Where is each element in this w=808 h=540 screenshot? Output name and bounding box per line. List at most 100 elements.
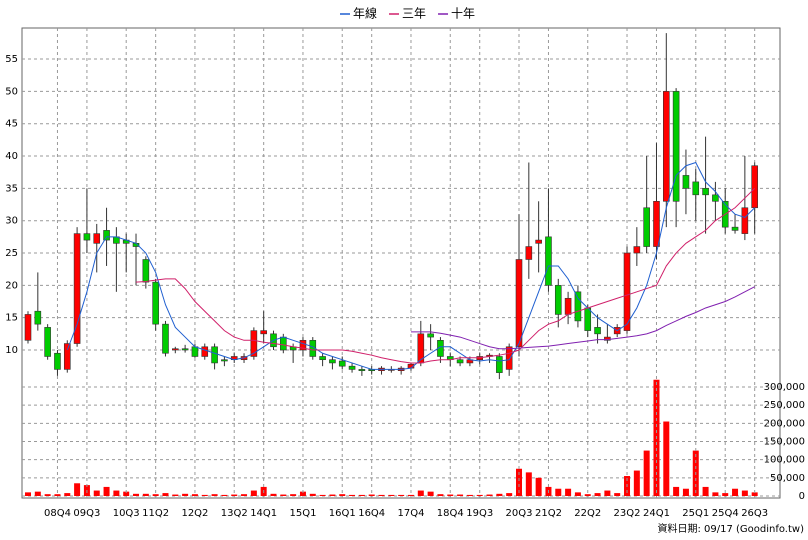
candle-body <box>142 259 150 283</box>
volume-bar <box>407 494 414 496</box>
volume-bar <box>673 486 680 496</box>
volume-bar <box>319 494 326 496</box>
candle-body <box>545 236 552 286</box>
candle-body <box>201 346 209 357</box>
candle-body <box>152 281 159 325</box>
candle-body <box>358 369 366 372</box>
volume-bar <box>54 494 61 496</box>
candle-body <box>574 291 582 322</box>
candle-body <box>299 340 307 351</box>
volume-bar <box>270 493 277 496</box>
candle-body <box>692 181 700 196</box>
volume-bar <box>349 494 356 496</box>
legend-label: 年線 <box>353 6 377 21</box>
volume-bar <box>574 492 581 496</box>
candle-body <box>348 365 356 370</box>
volume-bar <box>643 450 650 496</box>
volume-bar <box>329 494 336 496</box>
ma-line <box>66 161 756 370</box>
candle-body <box>63 343 71 370</box>
volume-bar <box>172 494 179 496</box>
x-tick-label: 14Q1 <box>250 508 277 519</box>
y2-tick-label: 250,000 <box>764 400 805 411</box>
volume-bar <box>241 494 248 496</box>
candle-body <box>181 348 189 351</box>
y-tick-label: 10 <box>5 345 18 356</box>
y-tick-label: 30 <box>5 216 18 227</box>
x-tick-label: 20Q3 <box>506 508 533 519</box>
candle-body <box>319 356 326 361</box>
volume-bar <box>339 494 346 496</box>
volume-bar <box>103 486 110 496</box>
candle-body <box>741 207 749 234</box>
volume-bar <box>712 492 719 496</box>
volume-bar <box>221 494 228 496</box>
volume-bar <box>506 493 513 496</box>
x-tick-label: 23Q2 <box>614 508 641 519</box>
y2-tick-label: 100,000 <box>764 455 805 466</box>
volume-bar <box>133 493 140 496</box>
volume-bar <box>162 493 169 496</box>
candle-body <box>554 285 562 315</box>
volume-bar <box>398 494 405 496</box>
candle-body <box>702 188 709 196</box>
y-tick-label: 55 <box>5 54 18 65</box>
candle-body <box>623 252 631 331</box>
volume-bar <box>142 493 149 496</box>
volume-bar <box>437 494 444 496</box>
candle-body <box>525 246 533 260</box>
candle-body <box>643 207 650 247</box>
candle-body <box>73 233 81 344</box>
y-tick-label: 40 <box>5 151 18 162</box>
volume-bar <box>191 494 198 496</box>
volume-bar <box>280 494 287 496</box>
candle-body <box>682 175 690 189</box>
volume-bar <box>44 494 51 496</box>
volume-bar <box>535 477 542 496</box>
x-tick-label: 24Q1 <box>643 508 670 519</box>
volume-bar <box>447 494 454 496</box>
y-tick-label: 15 <box>5 313 18 324</box>
volume-bar <box>614 493 621 496</box>
volume-bar <box>25 492 31 496</box>
candle-body <box>103 230 110 241</box>
candle-body <box>172 348 179 351</box>
y-tick-label: 35 <box>5 183 18 194</box>
candle-body <box>535 239 542 244</box>
candle-body <box>260 330 267 335</box>
x-tick-label: 15Q1 <box>289 508 316 519</box>
volume-bar <box>496 493 503 496</box>
x-tick-label: 25Q4 <box>712 508 739 519</box>
volume-bar <box>368 494 375 496</box>
candle-body <box>44 327 51 357</box>
candle-body <box>604 336 611 341</box>
volume-bar <box>516 468 522 496</box>
volume-bar <box>113 490 120 496</box>
volume-bar <box>299 491 306 496</box>
volume-bar <box>231 494 238 496</box>
candle-body <box>329 359 336 364</box>
legend-label: 十年 <box>451 7 475 21</box>
candle-body <box>427 333 434 338</box>
candle-body <box>712 194 719 202</box>
x-tick-label: 26Q3 <box>741 508 768 519</box>
volume-bar <box>64 493 71 496</box>
volume-bar <box>633 470 640 496</box>
candle-body <box>564 297 572 315</box>
volume-bar <box>74 483 81 496</box>
y2-tick-label: 0 <box>799 491 805 502</box>
candle-body <box>54 352 61 370</box>
volume-bar <box>751 492 758 496</box>
candle-body <box>338 360 346 367</box>
volume-bar <box>555 488 562 496</box>
volume-bar <box>93 490 100 496</box>
x-tick-label: 19Q3 <box>466 508 493 519</box>
candle-body <box>731 226 739 231</box>
volume-bar <box>417 490 424 496</box>
volume-bar <box>702 486 709 496</box>
volume-bar <box>388 494 395 496</box>
volume-bar <box>152 494 159 496</box>
candle-body <box>594 327 601 335</box>
candle-body <box>633 246 641 254</box>
volume-bar <box>358 494 365 496</box>
